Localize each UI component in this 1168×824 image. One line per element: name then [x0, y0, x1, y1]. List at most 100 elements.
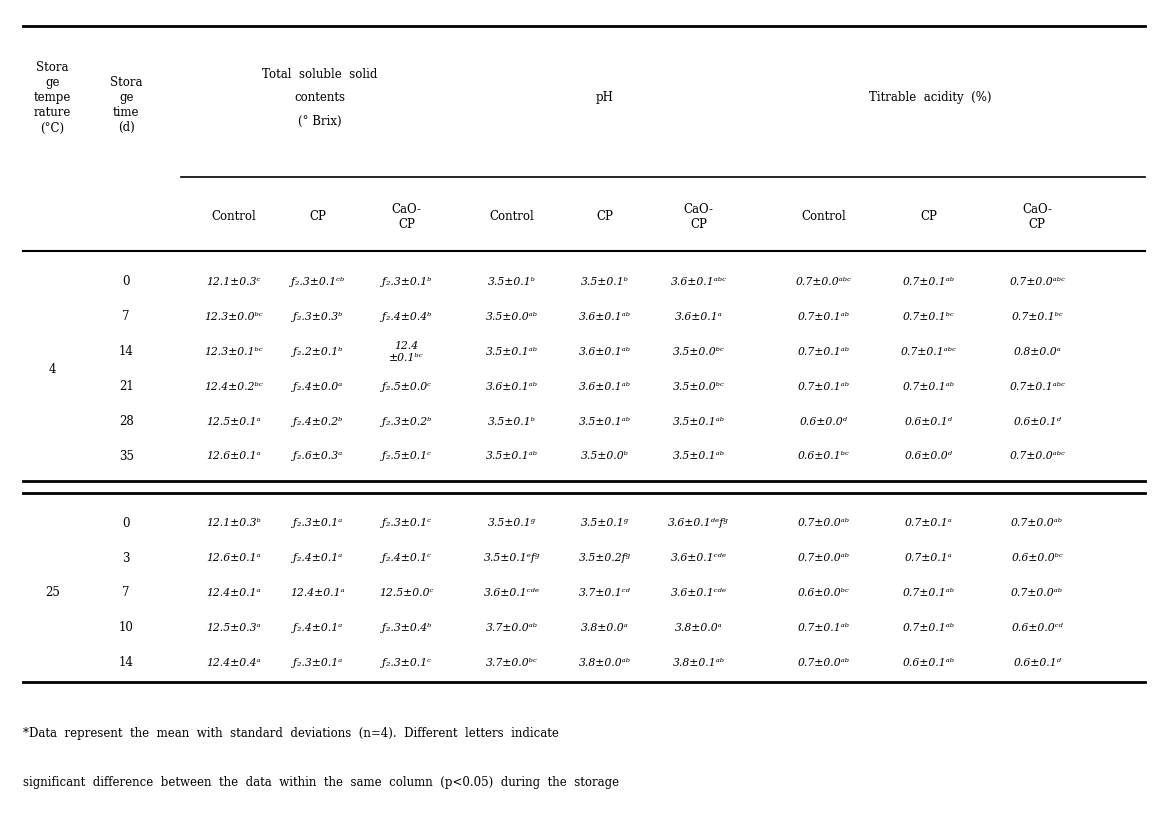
Text: 3.7±0.1ᶜᵈ: 3.7±0.1ᶜᵈ [579, 588, 631, 598]
Text: 0.7±0.1ᵃᵇ: 0.7±0.1ᵃᵇ [903, 382, 954, 391]
Text: 7: 7 [123, 587, 130, 599]
Text: 3.6±0.1ᵈᵉfᵍ: 3.6±0.1ᵈᵉfᵍ [668, 518, 729, 528]
Text: 0.6±0.1ᵈ: 0.6±0.1ᵈ [1013, 416, 1062, 427]
Text: 0.6±0.1ᵇᶜ: 0.6±0.1ᵇᶜ [798, 452, 849, 461]
Text: 3.5±0.2fᵍ: 3.5±0.2fᵍ [579, 553, 631, 563]
Text: 0.7±0.0ᵃᵇᶜ: 0.7±0.0ᵃᵇᶜ [795, 277, 851, 287]
Text: ƒ₂.6±0.3ᵃ: ƒ₂.6±0.3ᵃ [293, 452, 342, 461]
Text: 12.3±0.1ᵇᶜ: 12.3±0.1ᵇᶜ [204, 347, 263, 357]
Text: 0.6±0.0ᵈ: 0.6±0.0ᵈ [904, 452, 953, 461]
Text: 0.7±0.1ᵃ: 0.7±0.1ᵃ [905, 518, 952, 528]
Text: 3.5±0.1ᵍ: 3.5±0.1ᵍ [580, 518, 630, 528]
Text: 25: 25 [46, 587, 60, 599]
Text: 14: 14 [119, 345, 133, 358]
Text: 12.6±0.1ᵃ: 12.6±0.1ᵃ [207, 452, 260, 461]
Text: ƒ₂.3±0.1ᶜᵇ: ƒ₂.3±0.1ᶜᵇ [291, 277, 345, 287]
Text: CP: CP [310, 210, 326, 223]
Text: contents: contents [294, 91, 346, 105]
Text: 3.8±0.0ᵃ: 3.8±0.0ᵃ [675, 623, 722, 633]
Text: 3.5±0.1ᵍ: 3.5±0.1ᵍ [487, 518, 536, 528]
Text: Control: Control [801, 210, 846, 223]
Text: 0.6±0.1ᵃᵇ: 0.6±0.1ᵃᵇ [903, 658, 954, 667]
Text: 3.5±0.1ᵉfᵍ: 3.5±0.1ᵉfᵍ [484, 553, 540, 563]
Text: CP: CP [920, 210, 937, 223]
Text: 0.6±0.0ᶜᵈ: 0.6±0.0ᶜᵈ [1011, 623, 1063, 633]
Text: (° Brix): (° Brix) [298, 115, 342, 129]
Text: 12.4±0.2ᵇᶜ: 12.4±0.2ᵇᶜ [204, 382, 263, 391]
Text: ƒ₂.5±0.1ᶜ: ƒ₂.5±0.1ᶜ [382, 452, 431, 461]
Text: ƒ₂.3±0.2ᵇ: ƒ₂.3±0.2ᵇ [382, 416, 431, 427]
Text: CaO-
CP: CaO- CP [683, 203, 714, 231]
Text: 12.5±0.0ᶜ: 12.5±0.0ᶜ [380, 588, 433, 598]
Text: 3.8±0.0ᵃ: 3.8±0.0ᵃ [582, 623, 628, 633]
Text: 28: 28 [119, 415, 133, 428]
Text: 3.5±0.1ᵇ: 3.5±0.1ᵇ [487, 277, 536, 287]
Text: 3.6±0.1ᵃᵇ: 3.6±0.1ᵃᵇ [486, 382, 537, 391]
Text: 3.7±0.0ᵃᵇ: 3.7±0.0ᵃᵇ [486, 623, 537, 633]
Text: 0.7±0.0ᵃᵇᶜ: 0.7±0.0ᵃᵇᶜ [1009, 277, 1065, 287]
Text: 3.6±0.1ᶜᵈᵉ: 3.6±0.1ᶜᵈᵉ [670, 553, 726, 563]
Text: 0.6±0.1ᵈ: 0.6±0.1ᵈ [904, 416, 953, 427]
Text: 0.7±0.1ᵃᵇ: 0.7±0.1ᵃᵇ [798, 623, 849, 633]
Text: CP: CP [597, 210, 613, 223]
Text: Stora
ge
tempe
rature
(°C): Stora ge tempe rature (°C) [34, 62, 71, 134]
Text: CaO-
CP: CaO- CP [1022, 203, 1052, 231]
Text: 0.7±0.1ᵃᵇ: 0.7±0.1ᵃᵇ [798, 347, 849, 357]
Text: 14: 14 [119, 656, 133, 669]
Text: 10: 10 [119, 621, 133, 634]
Text: ƒ₂.4±0.2ᵇ: ƒ₂.4±0.2ᵇ [293, 416, 342, 427]
Text: 3.5±0.0ᵃᵇ: 3.5±0.0ᵃᵇ [486, 311, 537, 322]
Text: 3.5±0.1ᵃᵇ: 3.5±0.1ᵃᵇ [579, 416, 631, 427]
Text: 3.5±0.0ᵇᶜ: 3.5±0.0ᵇᶜ [673, 347, 724, 357]
Text: ƒ₂.4±0.1ᶜ: ƒ₂.4±0.1ᶜ [382, 553, 431, 563]
Text: 0.7±0.0ᵃᵇ: 0.7±0.0ᵃᵇ [1011, 588, 1063, 598]
Text: 3.6±0.1ᵃ: 3.6±0.1ᵃ [675, 311, 722, 322]
Text: 0.7±0.0ᵃᵇ: 0.7±0.0ᵃᵇ [1011, 518, 1063, 528]
Text: Titrable  acidity  (%): Titrable acidity (%) [869, 91, 992, 105]
Text: 12.5±0.3ᵃ: 12.5±0.3ᵃ [207, 623, 260, 633]
Text: Control: Control [211, 210, 256, 223]
Text: ƒ₂.3±0.1ᶜ: ƒ₂.3±0.1ᶜ [382, 658, 431, 667]
Text: 3.5±0.0ᵇ: 3.5±0.0ᵇ [580, 452, 630, 461]
Text: 3.6±0.1ᶜᵈᵉ: 3.6±0.1ᶜᵈᵉ [484, 588, 540, 598]
Text: ƒ₂.4±0.4ᵇ: ƒ₂.4±0.4ᵇ [382, 311, 431, 322]
Text: 0.7±0.1ᵃᵇ: 0.7±0.1ᵃᵇ [903, 623, 954, 633]
Text: ƒ₂.3±0.1ᵃ: ƒ₂.3±0.1ᵃ [293, 658, 342, 667]
Text: 12.4±0.1ᵃ: 12.4±0.1ᵃ [207, 588, 260, 598]
Text: 0.6±0.1ᵈ: 0.6±0.1ᵈ [1013, 658, 1062, 667]
Text: ƒ₂.4±0.1ᵃ: ƒ₂.4±0.1ᵃ [293, 553, 342, 563]
Text: 12.1±0.3ᵇ: 12.1±0.3ᵇ [207, 518, 260, 528]
Text: 0.7±0.1ᵃᵇ: 0.7±0.1ᵃᵇ [903, 277, 954, 287]
Text: ƒ₂.3±0.4ᵇ: ƒ₂.3±0.4ᵇ [382, 623, 431, 633]
Text: 0.7±0.1ᵇᶜ: 0.7±0.1ᵇᶜ [903, 311, 954, 322]
Text: ƒ₂.3±0.3ᵇ: ƒ₂.3±0.3ᵇ [293, 311, 342, 322]
Text: 3.6±0.1ᵃᵇ: 3.6±0.1ᵃᵇ [579, 311, 631, 322]
Text: ƒ₂.3±0.1ᵃ: ƒ₂.3±0.1ᵃ [293, 518, 342, 528]
Text: 0.7±0.1ᵃᵇᶜ: 0.7±0.1ᵃᵇᶜ [1009, 382, 1065, 391]
Text: 0.8±0.0ᵃ: 0.8±0.0ᵃ [1014, 347, 1061, 357]
Text: 12.3±0.0ᵇᶜ: 12.3±0.0ᵇᶜ [204, 311, 263, 322]
Text: 0.7±0.1ᵃᵇ: 0.7±0.1ᵃᵇ [798, 311, 849, 322]
Text: 12.4±0.4ᵃ: 12.4±0.4ᵃ [207, 658, 260, 667]
Text: CaO-
CP: CaO- CP [391, 203, 422, 231]
Text: 12.4
±0.1ᵇᶜ: 12.4 ±0.1ᵇᶜ [389, 341, 424, 363]
Text: 3.5±0.1ᵃᵇ: 3.5±0.1ᵃᵇ [486, 347, 537, 357]
Text: 0: 0 [123, 275, 130, 288]
Text: ƒ₂.3±0.1ᵇ: ƒ₂.3±0.1ᵇ [382, 277, 431, 287]
Text: 0.6±0.0ᵈ: 0.6±0.0ᵈ [799, 416, 848, 427]
Text: 3.5±0.0ᵇᶜ: 3.5±0.0ᵇᶜ [673, 382, 724, 391]
Text: 3.7±0.0ᵇᶜ: 3.7±0.0ᵇᶜ [486, 658, 537, 667]
Text: Total  soluble  solid: Total soluble solid [263, 68, 377, 81]
Text: 12.4±0.1ᵃ: 12.4±0.1ᵃ [291, 588, 345, 598]
Text: pH: pH [596, 91, 614, 105]
Text: 0.7±0.0ᵃᵇ: 0.7±0.0ᵃᵇ [798, 658, 849, 667]
Text: 21: 21 [119, 380, 133, 393]
Text: ƒ₂.3±0.1ᶜ: ƒ₂.3±0.1ᶜ [382, 518, 431, 528]
Text: 0.7±0.0ᵃᵇᶜ: 0.7±0.0ᵃᵇᶜ [1009, 452, 1065, 461]
Text: 0.7±0.1ᵃᵇ: 0.7±0.1ᵃᵇ [903, 588, 954, 598]
Text: 0.7±0.0ᵃᵇ: 0.7±0.0ᵃᵇ [798, 553, 849, 563]
Text: *Data  represent  the  mean  with  standard  deviations  (n=4).  Different  lett: *Data represent the mean with standard d… [23, 728, 559, 740]
Text: ƒ₂.4±0.1ᵃ: ƒ₂.4±0.1ᵃ [293, 623, 342, 633]
Text: 0.6±0.0ᵇᶜ: 0.6±0.0ᵇᶜ [798, 588, 849, 598]
Text: 12.5±0.1ᵃ: 12.5±0.1ᵃ [207, 416, 260, 427]
